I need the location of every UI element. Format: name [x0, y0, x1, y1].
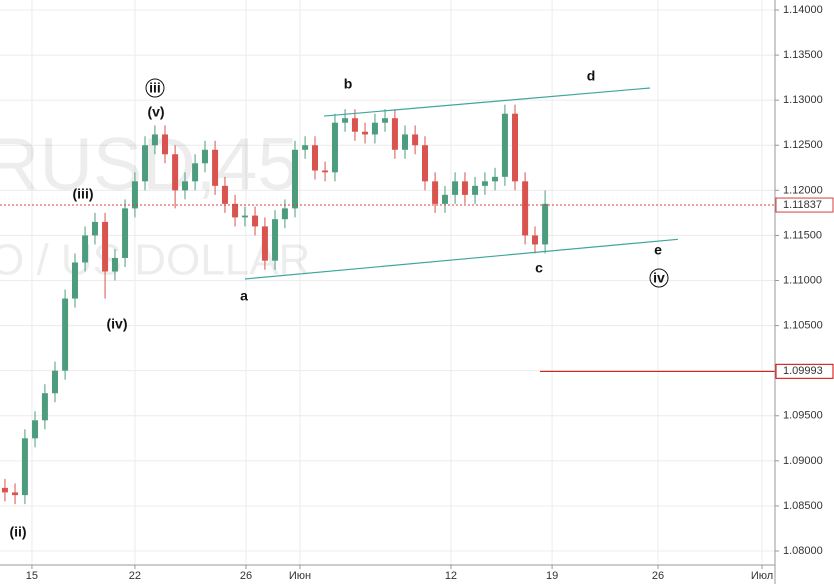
wave-label: (iv): [107, 316, 128, 332]
y-tick-label: 1.11500: [783, 229, 822, 241]
candle-body: [311, 145, 318, 171]
candle-body: [461, 181, 468, 195]
candle-body: [131, 181, 138, 209]
y-tick-label: 1.13000: [783, 94, 823, 106]
candle-body: [432, 181, 439, 204]
x-tick-label: 26: [240, 570, 252, 582]
candle-body: [272, 219, 279, 261]
candle-body: [391, 118, 398, 150]
candle-body: [221, 185, 228, 204]
candle-body: [102, 221, 109, 272]
candle-body: [512, 113, 519, 182]
wave-label: (iii): [73, 186, 94, 202]
candle-body: [402, 134, 409, 150]
x-tick-label: 12: [445, 570, 457, 582]
candle-body: [212, 149, 219, 186]
price-label-box: [775, 363, 834, 379]
trendline: [244, 238, 679, 280]
wave-label: (ii): [9, 524, 26, 540]
x-tick-label: Июн: [289, 570, 311, 582]
candle-body: [52, 370, 59, 394]
candle-body: [281, 208, 288, 220]
x-tick-label: 15: [26, 570, 38, 582]
x-tick-label: 26: [652, 570, 664, 582]
wave-circle: [145, 78, 165, 98]
y-tick-label: 1.10500: [783, 320, 823, 332]
trendline: [323, 87, 651, 117]
candle-body: [111, 257, 118, 272]
candle-body: [261, 226, 268, 261]
candle-body: [122, 208, 129, 258]
grid: [0, 0, 775, 565]
y-tick-label: 1.12000: [783, 184, 823, 196]
candle-body: [241, 215, 248, 218]
candle-body: [71, 262, 78, 299]
wave-label: a: [240, 288, 248, 304]
y-tick-label: 1.11000: [783, 274, 822, 286]
candle-body: [82, 235, 89, 263]
candle-body: [1, 487, 8, 493]
wave-label: b: [344, 76, 353, 92]
wave-label: e: [654, 242, 662, 258]
candle-body: [331, 122, 338, 173]
candle-body: [162, 134, 169, 155]
candle-body: [32, 420, 39, 439]
y-tick-label: 1.12500: [783, 139, 823, 151]
candle-body: [201, 149, 208, 164]
candle-body: [452, 181, 459, 195]
wave-label: d: [587, 68, 596, 84]
candle-body: [151, 134, 158, 146]
wave-label: iv: [653, 270, 665, 286]
candle-body: [302, 145, 309, 150]
x-tick-label: 22: [129, 570, 141, 582]
price-label: 1.11837: [783, 199, 822, 211]
candle-body: [232, 203, 239, 218]
candle-body: [501, 113, 508, 177]
y-tick-label: 1.09500: [783, 410, 823, 422]
y-tick-label: 1.08500: [783, 500, 823, 512]
x-tick-label: Июл: [751, 570, 773, 582]
candle-body: [91, 221, 98, 236]
candle-body: [342, 118, 349, 123]
x-tick-label: 19: [546, 570, 558, 582]
wave-label: c: [535, 260, 543, 276]
candle-body: [371, 122, 378, 135]
candle-body: [142, 145, 149, 182]
candle-body: [192, 163, 199, 182]
candle-body: [472, 185, 479, 195]
candle-body: [41, 393, 48, 421]
watermark: O / US DOLLAR: [0, 236, 310, 285]
candle-body: [481, 181, 488, 186]
candle-body: [12, 492, 19, 496]
candle-body: [21, 438, 28, 496]
candle-body: [542, 203, 549, 245]
y-tick-label: 1.08000: [783, 545, 823, 557]
candle-body: [62, 298, 69, 371]
candle-body: [172, 154, 179, 191]
y-tick-label: 1.14000: [783, 4, 823, 16]
candle-body: [181, 181, 188, 191]
candle-body: [532, 235, 539, 245]
y-tick-label: 1.09000: [783, 455, 823, 467]
candle-body: [412, 134, 419, 146]
wave-circle: [649, 268, 669, 288]
price-label: 1.09993: [783, 365, 823, 377]
candle-body: [421, 145, 428, 182]
y-tick-label: 1.13500: [783, 49, 823, 61]
candle-body: [322, 170, 329, 173]
wave-label: (v): [147, 104, 164, 120]
candle-body: [441, 194, 448, 204]
plot: [0, 87, 775, 505]
candle-body: [382, 118, 389, 123]
candle-body: [522, 181, 529, 236]
price-label-box: [775, 197, 834, 213]
candle-body: [492, 176, 499, 182]
wave-label: iii: [149, 80, 161, 96]
candle-body: [252, 215, 259, 227]
candle-body: [292, 149, 299, 209]
watermark: RUSD,45: [0, 123, 299, 206]
candle-body: [362, 131, 369, 135]
candle-body: [351, 118, 358, 132]
